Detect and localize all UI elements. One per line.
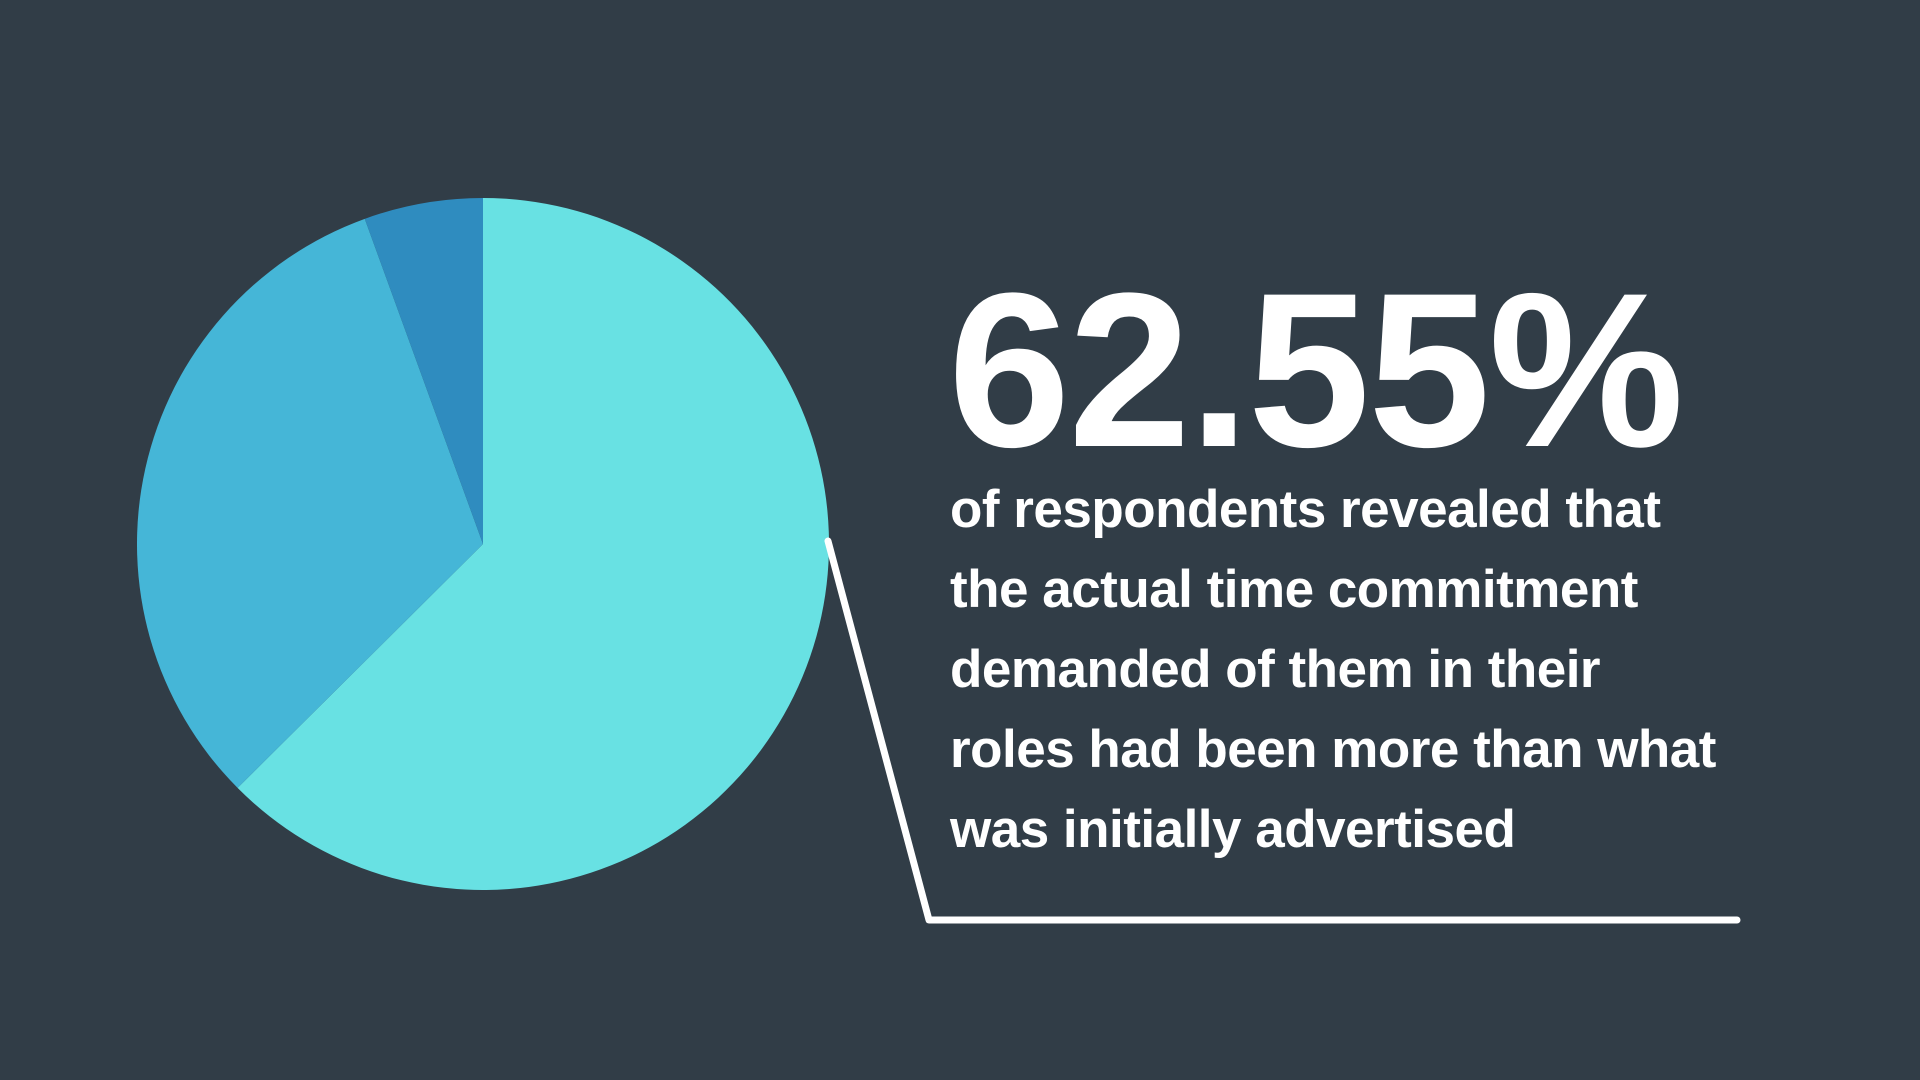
pie-slice xyxy=(364,198,483,544)
pie-slice xyxy=(137,218,483,788)
pie-chart xyxy=(137,198,829,890)
stat-description: of respondents revealed that the actual … xyxy=(950,470,1716,870)
stat-value: 62.55% xyxy=(948,247,1684,493)
pie-slice xyxy=(237,198,829,890)
stat-description-line: was initially advertised xyxy=(950,800,1516,859)
stat-description-line: the actual time commitment xyxy=(950,560,1638,619)
stat-description-line: demanded of them in their xyxy=(950,640,1601,699)
stat-description-line: of respondents revealed that xyxy=(950,480,1661,539)
stat-description-line: roles had been more than what xyxy=(950,720,1716,779)
